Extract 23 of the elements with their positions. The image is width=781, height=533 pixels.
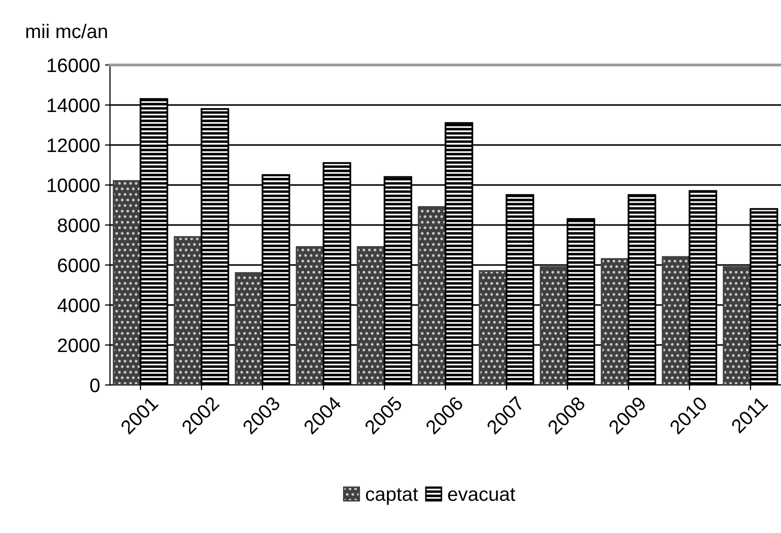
bar — [356, 246, 386, 385]
bar — [662, 256, 690, 385]
y-tick-label: 10000 — [48, 178, 100, 192]
y-tick-label: 2000 — [58, 338, 100, 352]
bar — [112, 180, 142, 385]
y-tick-label: 16000 — [48, 58, 100, 72]
bar — [418, 206, 446, 385]
bar — [600, 258, 630, 385]
y-axis-title: mii mc/an — [26, 24, 107, 38]
y-tick-label: 0 — [90, 378, 100, 392]
y-tick-label: 8000 — [58, 218, 100, 232]
y-tick-label: 12000 — [48, 138, 100, 152]
y-tick-label: 4000 — [57, 298, 100, 312]
y-tick-label: 14000 — [48, 98, 100, 112]
legend-label: evacuat — [448, 488, 516, 501]
bar — [174, 236, 202, 385]
bar — [296, 246, 324, 385]
bar — [722, 266, 752, 385]
y-tick-label: 6000 — [58, 258, 100, 272]
bar — [540, 266, 568, 385]
bar — [234, 272, 264, 385]
legend-label: captat — [366, 488, 418, 505]
bar — [478, 270, 508, 385]
